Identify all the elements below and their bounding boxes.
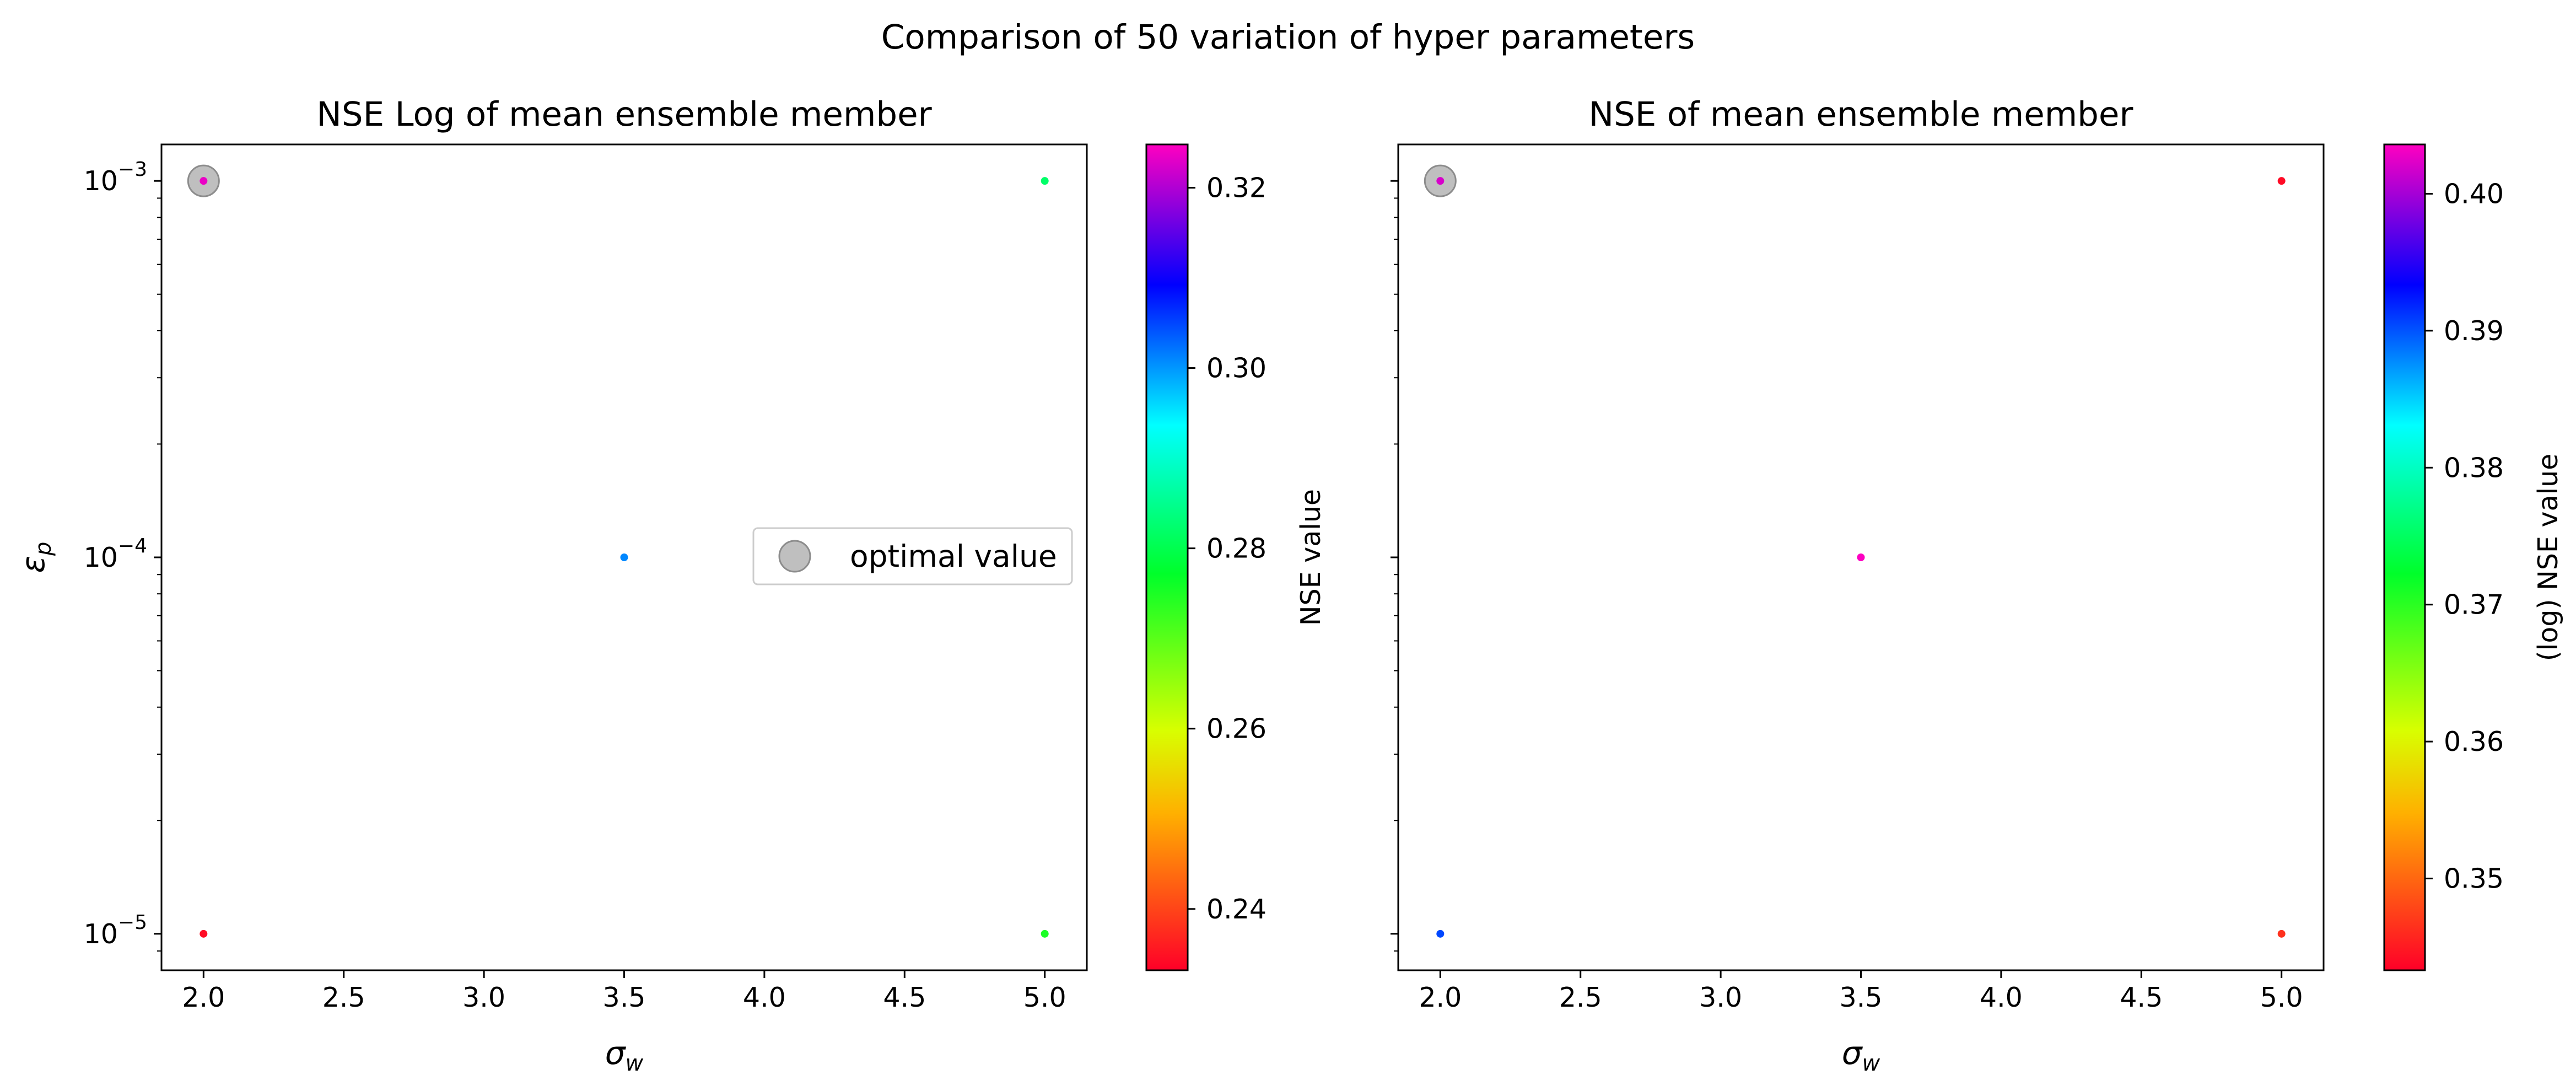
panel-title: NSE of mean ensemble member xyxy=(1588,95,2133,134)
x-tick-label: 2.5 xyxy=(322,982,365,1013)
legend-box xyxy=(752,527,1073,585)
x-tick-label: 4.5 xyxy=(2120,982,2163,1013)
x-tick-label: 4.0 xyxy=(743,982,786,1013)
colorbar-label: NSE value xyxy=(1295,489,1327,626)
chart-panel-2: NSE of mean ensemble member 2.0 2.5 3.0 3.5 4… xyxy=(1391,95,2564,1076)
scatter-point xyxy=(200,929,208,938)
panel-title: NSE Log of mean ensemble member xyxy=(316,95,932,134)
y-axis-label: εp xyxy=(14,542,56,573)
x-tick-label: 5.0 xyxy=(1023,982,1066,1013)
scatter-point xyxy=(1857,553,1865,561)
colorbar: 0.35 0.36 0.37 0.38 0.39 0.40 (log) NSE value xyxy=(2383,143,2564,971)
figure-title: Comparison of 50 variation of hyper para… xyxy=(881,18,1695,57)
x-tick-label: 3.0 xyxy=(1699,982,1742,1013)
chart-panels: NSE Log of mean ensemble member 2.0 2.5 3.0… xyxy=(14,95,2564,1076)
scatter-point xyxy=(1041,929,1049,938)
y-tick-label: 10−5 xyxy=(84,911,147,950)
x-tick-label: 2.5 xyxy=(1559,982,1602,1013)
colorbar-tick-label: 0.24 xyxy=(1206,894,1267,925)
x-tick-label: 5.0 xyxy=(2260,982,2303,1013)
colorbar-tick-label: 0.28 xyxy=(1206,533,1267,565)
x-tick-label: 3.5 xyxy=(1840,982,1883,1013)
colorbar-tick-label: 0.37 xyxy=(2444,589,2504,621)
colorbar-tick-label: 0.39 xyxy=(2444,315,2504,347)
colorbar-tick-label: 0.40 xyxy=(2444,178,2504,209)
colorbar-label: (log) NSE value xyxy=(2532,454,2564,662)
x-tick-label: 2.0 xyxy=(182,982,225,1013)
x-tick-label: 2.0 xyxy=(1419,982,1462,1013)
scatter-point xyxy=(620,553,628,561)
colorbar-gradient xyxy=(1145,143,1189,971)
chart-panel-1: NSE Log of mean ensemble member 2.0 2.5 3.0… xyxy=(14,95,1327,1076)
x-tick-label: 3.0 xyxy=(462,982,505,1013)
y-tick-label: 10−4 xyxy=(84,535,147,573)
scatter-point xyxy=(2277,929,2286,938)
legend-label: optimal value xyxy=(850,539,1057,574)
colorbar-tick-label: 0.30 xyxy=(1206,353,1267,384)
x-axis-label: σw xyxy=(605,1034,644,1076)
legend-marker xyxy=(778,540,811,573)
x-tick-label: 4.5 xyxy=(883,982,926,1013)
colorbar: 0.24 0.26 0.28 0.30 0.32 NSE value xyxy=(1145,143,1327,971)
y-tick-label: 10−3 xyxy=(84,158,147,197)
colorbar-gradient xyxy=(2383,143,2426,971)
scatter-point xyxy=(1436,929,1445,938)
scatter-point xyxy=(200,177,208,185)
x-axis-label: σw xyxy=(1842,1034,1880,1076)
x-tick-label: 4.0 xyxy=(1980,982,2023,1013)
colorbar-tick-label: 0.35 xyxy=(2444,863,2504,895)
scatter-point xyxy=(1041,177,1049,185)
colorbar-tick-label: 0.38 xyxy=(2444,452,2504,483)
scatter-point xyxy=(2277,177,2286,185)
x-tick-label: 3.5 xyxy=(603,982,646,1013)
scatter-point xyxy=(1436,177,1445,185)
colorbar-tick-label: 0.32 xyxy=(1206,172,1267,203)
colorbar-tick-label: 0.26 xyxy=(1206,713,1267,745)
colorbar-tick-label: 0.36 xyxy=(2444,726,2504,757)
axes-frame xyxy=(160,143,1088,971)
axes-frame xyxy=(1397,143,2325,971)
